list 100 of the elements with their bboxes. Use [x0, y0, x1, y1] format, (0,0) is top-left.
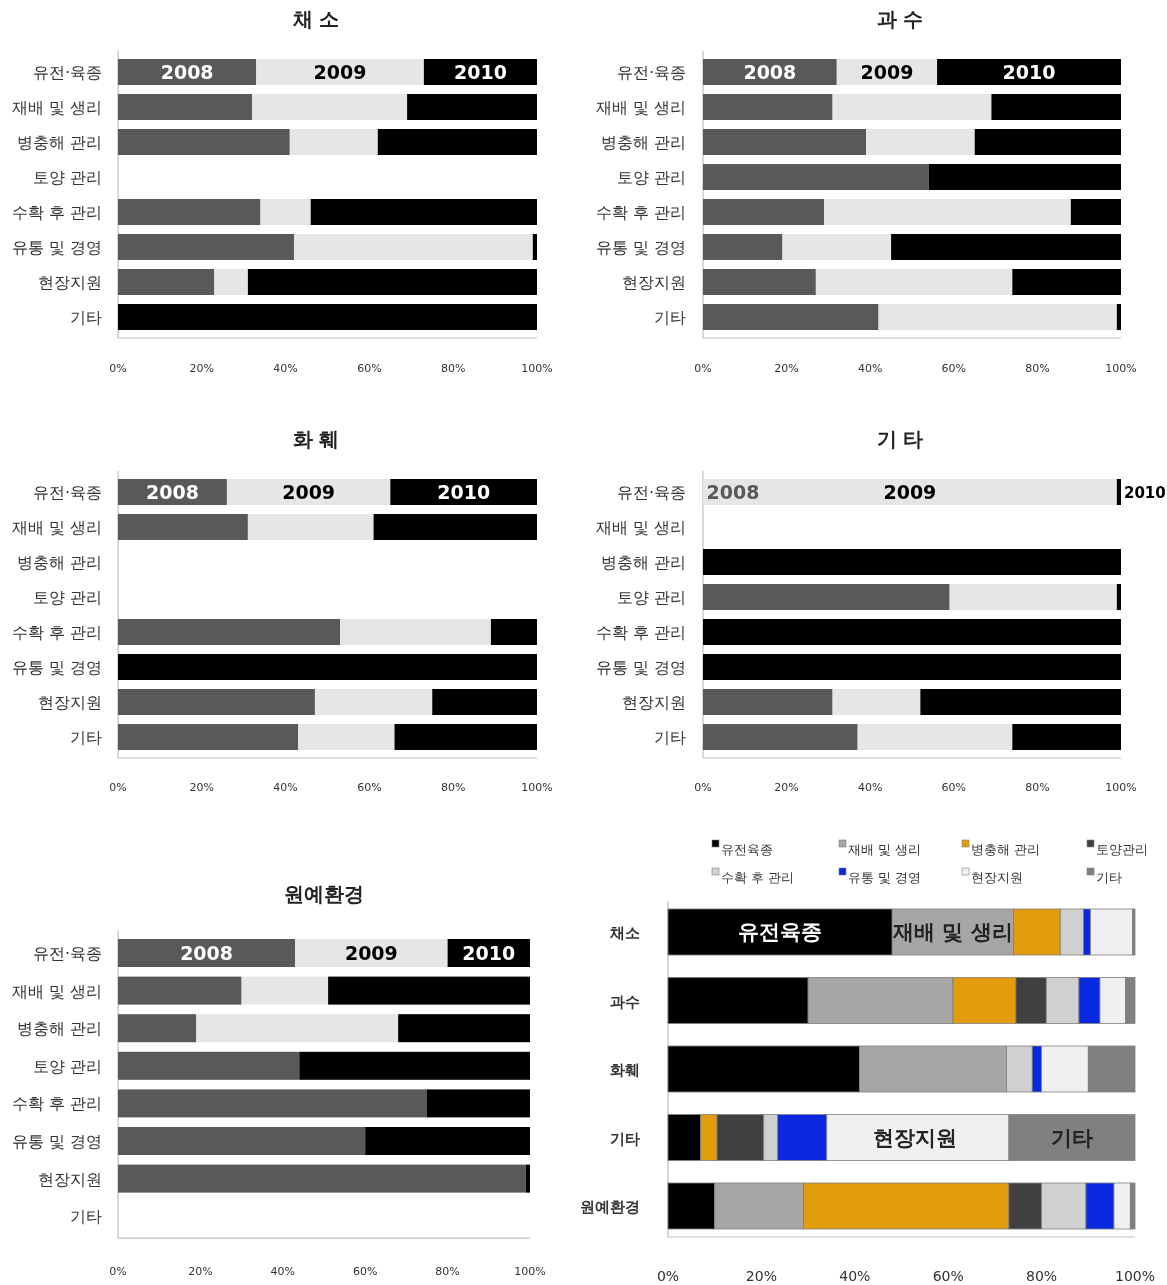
series-label: 2009 — [860, 61, 914, 83]
bar — [703, 479, 1117, 505]
bar — [118, 199, 261, 225]
x-tick-label: 20% — [774, 362, 799, 375]
bar — [260, 199, 311, 225]
bar — [703, 234, 783, 260]
y-tick-label: 재배 및 생리 — [595, 518, 686, 537]
y-tick-label: 현장지원 — [38, 273, 102, 292]
legend-label: 유통 및 경영 — [848, 870, 922, 885]
bar — [398, 1014, 530, 1043]
bar — [293, 234, 533, 260]
x-tick-label: 0% — [694, 362, 712, 375]
bar — [407, 94, 537, 120]
y-tick-label: 토양 관리 — [32, 1056, 102, 1076]
x-tick-label: 20% — [745, 1268, 777, 1284]
series-label: 2008 — [160, 61, 214, 83]
bar — [118, 234, 294, 260]
bar — [241, 976, 329, 1005]
bar — [247, 269, 537, 295]
bar — [328, 976, 530, 1005]
bar — [340, 619, 491, 645]
series-label: 2008 — [146, 481, 199, 503]
series-label: 2010 — [462, 942, 516, 964]
bar — [937, 59, 1121, 85]
x-tick-label: 80% — [1025, 781, 1050, 794]
bar — [214, 269, 248, 295]
x-tick-label: 80% — [1025, 362, 1050, 375]
bar — [252, 94, 408, 120]
chart-title: 화 훼 — [292, 427, 340, 451]
bar — [703, 94, 833, 120]
y-tick-label: 기타 — [610, 1129, 640, 1148]
x-tick-label: 80% — [435, 1265, 460, 1278]
y-tick-label: 수확 후 관리 — [595, 623, 686, 642]
legend-label: 토양관리 — [1096, 842, 1148, 857]
bar — [703, 619, 1121, 645]
bar — [373, 514, 537, 540]
text: 2008 — [706, 481, 760, 503]
y-tick-label: 병충해 관리 — [16, 1019, 102, 1039]
legend-label: 수확 후 관리 — [721, 870, 795, 885]
x-tick-label: 80% — [440, 781, 466, 794]
y-tick-label: 화훼 — [610, 1061, 640, 1079]
y-tick-label: 현장지원 — [38, 1169, 102, 1189]
bar — [1116, 304, 1121, 330]
y-tick-label: 유전·육종 — [616, 483, 686, 502]
bar — [118, 654, 537, 680]
bar — [314, 689, 433, 715]
bar — [703, 584, 950, 610]
y-tick-label: 토양 관리 — [32, 588, 102, 607]
y-tick-label: 원예환경 — [580, 1198, 640, 1216]
series-label: 2009 — [282, 481, 336, 503]
x-tick-label: 60% — [352, 1265, 378, 1278]
bar — [866, 129, 975, 155]
y-tick-label: 유전·육종 — [32, 483, 102, 502]
bar — [118, 1089, 427, 1118]
bar — [878, 304, 1117, 330]
bar — [118, 724, 299, 750]
legend-label: 병충해 관리 — [971, 842, 1041, 857]
y-tick-label: 수확 후 관리 — [11, 623, 102, 642]
bar — [298, 724, 395, 750]
y-tick-label: 유전·육종 — [32, 944, 102, 963]
series-label: 2008 — [743, 61, 797, 83]
bar — [118, 269, 215, 295]
bar — [365, 1127, 530, 1155]
bar — [703, 269, 816, 295]
series-label: 2009 — [344, 942, 398, 964]
legend-label: 기타 — [1096, 870, 1122, 885]
x-tick-label: 20% — [188, 1265, 213, 1278]
bar — [377, 129, 537, 155]
series-label: 2010 — [453, 61, 507, 83]
series-label: 2010 — [1124, 484, 1166, 502]
bar — [394, 724, 537, 750]
y-tick-label: 병충해 관리 — [600, 553, 686, 572]
annotation: 기타 — [1051, 1126, 1093, 1150]
bar — [991, 94, 1121, 120]
bar — [1012, 269, 1121, 295]
y-tick-label: 재배 및 생리 — [595, 98, 686, 117]
x-tick-label: 40% — [273, 362, 298, 375]
x-tick-label: 40% — [839, 1268, 871, 1284]
annotation: 유전육종 — [738, 920, 822, 944]
bar — [432, 689, 537, 715]
bar — [118, 976, 242, 1005]
annotation: 재배 및 생리 — [892, 920, 1013, 944]
y-tick-label: 수확 후 관리 — [595, 203, 686, 222]
x-tick-label: 0% — [109, 362, 127, 375]
bar — [118, 939, 296, 967]
bar — [289, 129, 378, 155]
bar — [703, 549, 1121, 575]
y-tick-label: 토양 관리 — [32, 168, 102, 187]
y-tick-label: 기타 — [70, 308, 102, 327]
x-tick-label: 100% — [1105, 781, 1137, 794]
chart-title: 원예환경 — [284, 882, 364, 906]
bar — [891, 234, 1121, 260]
y-tick-label: 유통 및 경영 — [595, 238, 686, 257]
y-tick-label: 수확 후 관리 — [11, 1094, 102, 1114]
bar — [832, 94, 992, 120]
bar — [703, 164, 929, 190]
bar — [490, 619, 537, 645]
x-tick-label: 60% — [357, 781, 382, 794]
y-tick-label: 유통 및 경영 — [11, 658, 102, 677]
legend-label: 유전육종 — [721, 842, 773, 857]
